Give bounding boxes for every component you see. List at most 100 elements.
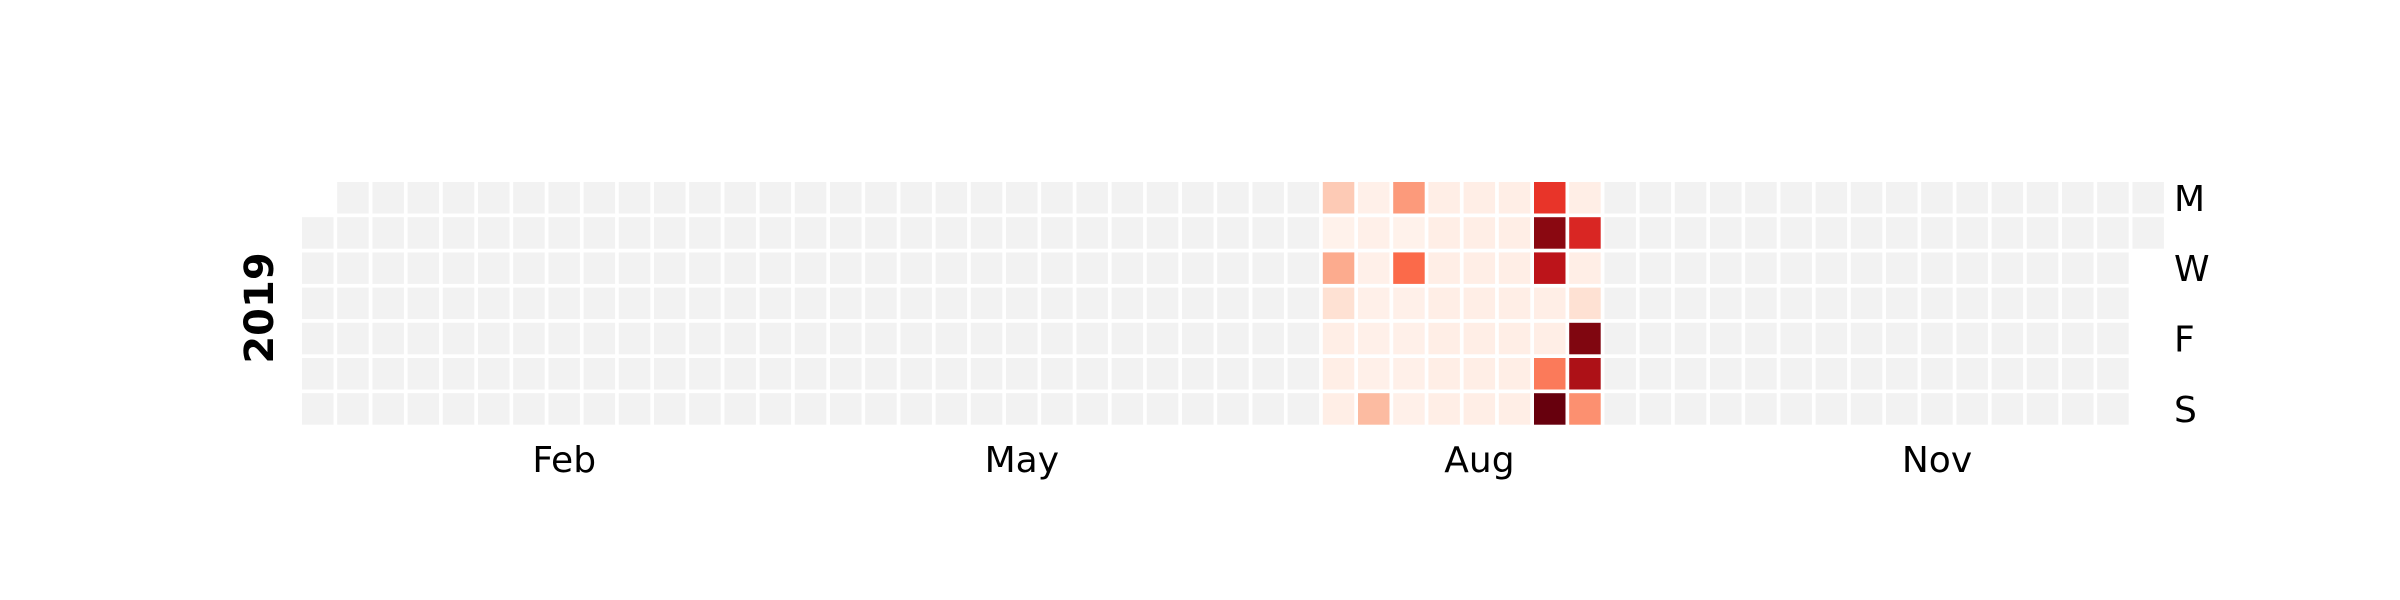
heatmap-cell	[1921, 287, 1953, 320]
heatmap-cell	[689, 322, 721, 355]
heatmap-cell	[1498, 182, 1531, 214]
heatmap-cell	[1322, 182, 1355, 214]
heatmap-cell	[478, 217, 510, 249]
heatmap-cell	[1604, 217, 1636, 249]
heatmap-cell	[372, 322, 404, 355]
heatmap-cell	[1956, 322, 1988, 355]
heatmap-cell	[1674, 358, 1707, 390]
heatmap-cell	[478, 393, 510, 425]
heatmap-cell	[1146, 182, 1179, 214]
heatmap-cell	[654, 358, 686, 390]
heatmap-cell	[2062, 287, 2094, 320]
heatmap-cell	[1076, 217, 1108, 249]
heatmap-cell	[1674, 322, 1707, 355]
heatmap-cell	[442, 287, 475, 320]
heatmap-cell	[1745, 393, 1777, 425]
heatmap-cell	[1886, 182, 1918, 214]
heatmap-cell	[724, 217, 756, 249]
heatmap-cell	[1991, 358, 2024, 390]
heatmap-cell	[372, 182, 404, 214]
heatmap-cell	[1182, 287, 1214, 320]
heatmap-cell	[900, 393, 932, 425]
heatmap-cell	[654, 252, 686, 284]
heatmap-cell	[1886, 287, 1918, 320]
heatmap-cell	[372, 252, 404, 284]
heatmap-cell	[865, 252, 897, 284]
heatmap-cell	[794, 322, 827, 355]
heatmap-cell	[900, 358, 932, 390]
heatmap-cell	[759, 358, 792, 390]
heatmap-cell	[1886, 393, 1918, 425]
heatmap-cell	[830, 252, 862, 284]
heatmap-cell	[1076, 322, 1108, 355]
heatmap-cell	[1498, 358, 1531, 390]
heatmap-cell	[1921, 182, 1953, 214]
heatmap-cell	[548, 358, 580, 390]
heatmap-cell	[1498, 217, 1531, 249]
heatmap-cell	[1569, 252, 1601, 284]
heatmap-cell	[372, 287, 404, 320]
heatmap-cell	[1569, 322, 1601, 355]
heatmap-cell	[654, 182, 686, 214]
heatmap-cell	[1569, 358, 1601, 390]
heatmap-cell	[2026, 322, 2059, 355]
heatmap-cell	[1358, 217, 1390, 249]
heatmap-cell	[935, 287, 968, 320]
heatmap-cell	[759, 252, 792, 284]
heatmap-cell	[759, 217, 792, 249]
heatmap-cell	[1639, 252, 1672, 284]
heatmap-cell	[1956, 252, 1988, 284]
heatmap-cell	[1076, 358, 1108, 390]
heatmap-cell	[1921, 252, 1953, 284]
heatmap-cell	[1850, 358, 1883, 390]
heatmap-cell	[1006, 322, 1038, 355]
heatmap-cell	[935, 358, 968, 390]
heatmap-cell	[2062, 252, 2094, 284]
heatmap-cell	[337, 287, 369, 320]
heatmap-cell	[1886, 252, 1918, 284]
heatmap-cell	[794, 287, 827, 320]
heatmap-cell	[478, 252, 510, 284]
heatmap-cell	[1076, 287, 1108, 320]
heatmap-cell	[442, 182, 475, 214]
heatmap-cell	[1252, 287, 1284, 320]
heatmap-cell	[1956, 217, 1988, 249]
heatmap-cell	[442, 393, 475, 425]
heatmap-cell	[1921, 322, 1953, 355]
heatmap-cell	[2097, 322, 2129, 355]
heatmap-cell	[2097, 393, 2129, 425]
heatmap-cell	[1745, 182, 1777, 214]
heatmap-cell	[1006, 393, 1038, 425]
heatmap-cell	[583, 217, 616, 249]
heatmap-cell	[1111, 322, 1144, 355]
heatmap-cell	[830, 287, 862, 320]
heatmap-cell	[1498, 252, 1531, 284]
heatmap-cell	[1780, 393, 1812, 425]
heatmap-cell	[1182, 393, 1214, 425]
heatmap-cell	[618, 287, 651, 320]
heatmap-cell	[1498, 322, 1531, 355]
heatmap-cell	[1182, 217, 1214, 249]
heatmap-cell	[970, 182, 1003, 214]
heatmap-cell	[1252, 252, 1284, 284]
heatmap-cell	[1463, 358, 1496, 390]
heatmap-cell	[2062, 393, 2094, 425]
heatmap-cell	[1991, 322, 2024, 355]
month-label: Aug	[1444, 440, 1514, 481]
heatmap-cell	[1041, 287, 1073, 320]
heatmap-cell	[372, 358, 404, 390]
heatmap-cell	[1428, 217, 1460, 249]
heatmap-cell	[654, 322, 686, 355]
heatmap-cell	[935, 393, 968, 425]
heatmap-cell	[1639, 217, 1672, 249]
heatmap-cell	[759, 322, 792, 355]
heatmap-cell	[548, 287, 580, 320]
heatmap-cell	[970, 252, 1003, 284]
heatmap-cell	[689, 252, 721, 284]
heatmap-cell	[1921, 358, 1953, 390]
heatmap-cell	[1393, 322, 1425, 355]
heatmap-cell	[1182, 182, 1214, 214]
heatmap-cell	[1745, 217, 1777, 249]
heatmap-cell	[1006, 287, 1038, 320]
